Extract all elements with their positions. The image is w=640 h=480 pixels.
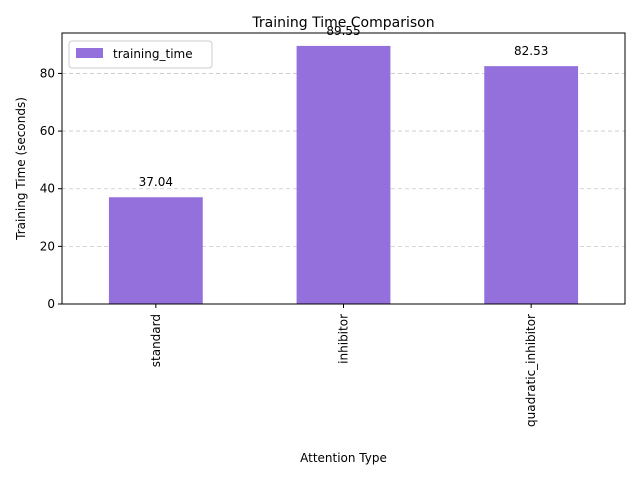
- legend-swatch: [76, 48, 103, 58]
- y-tick-label: 0: [47, 297, 55, 311]
- bar: [296, 45, 391, 305]
- legend-label: training_time: [113, 47, 193, 61]
- bar: [484, 66, 579, 304]
- x-axis-label: Attention Type: [300, 451, 387, 465]
- bar: [108, 197, 203, 304]
- x-tick-label: quadratic_inhibitor: [524, 314, 538, 427]
- bars: [108, 45, 579, 305]
- y-tick-label: 60: [40, 124, 55, 138]
- y-tick-label: 20: [40, 239, 55, 253]
- legend-box: [68, 40, 213, 69]
- y-tick-label: 80: [40, 66, 55, 80]
- y-axis-label: Training Time (seconds): [14, 97, 28, 241]
- x-axis-ticks: standard inhibitor quadratic_inhibitor: [149, 304, 538, 427]
- data-label: 82.53: [514, 44, 548, 58]
- chart-title: Training Time Comparison: [251, 15, 434, 31]
- data-label: 37.04: [139, 175, 173, 189]
- y-axis-ticks: 0 20 40 60 80: [40, 66, 62, 311]
- data-label: 89.55: [326, 24, 360, 38]
- x-tick-label: standard: [149, 314, 163, 367]
- data-labels: 37.04 89.55 82.53: [139, 24, 549, 189]
- legend: training_time: [68, 40, 213, 69]
- x-tick-label: inhibitor: [337, 314, 351, 364]
- y-tick-label: 40: [40, 182, 55, 196]
